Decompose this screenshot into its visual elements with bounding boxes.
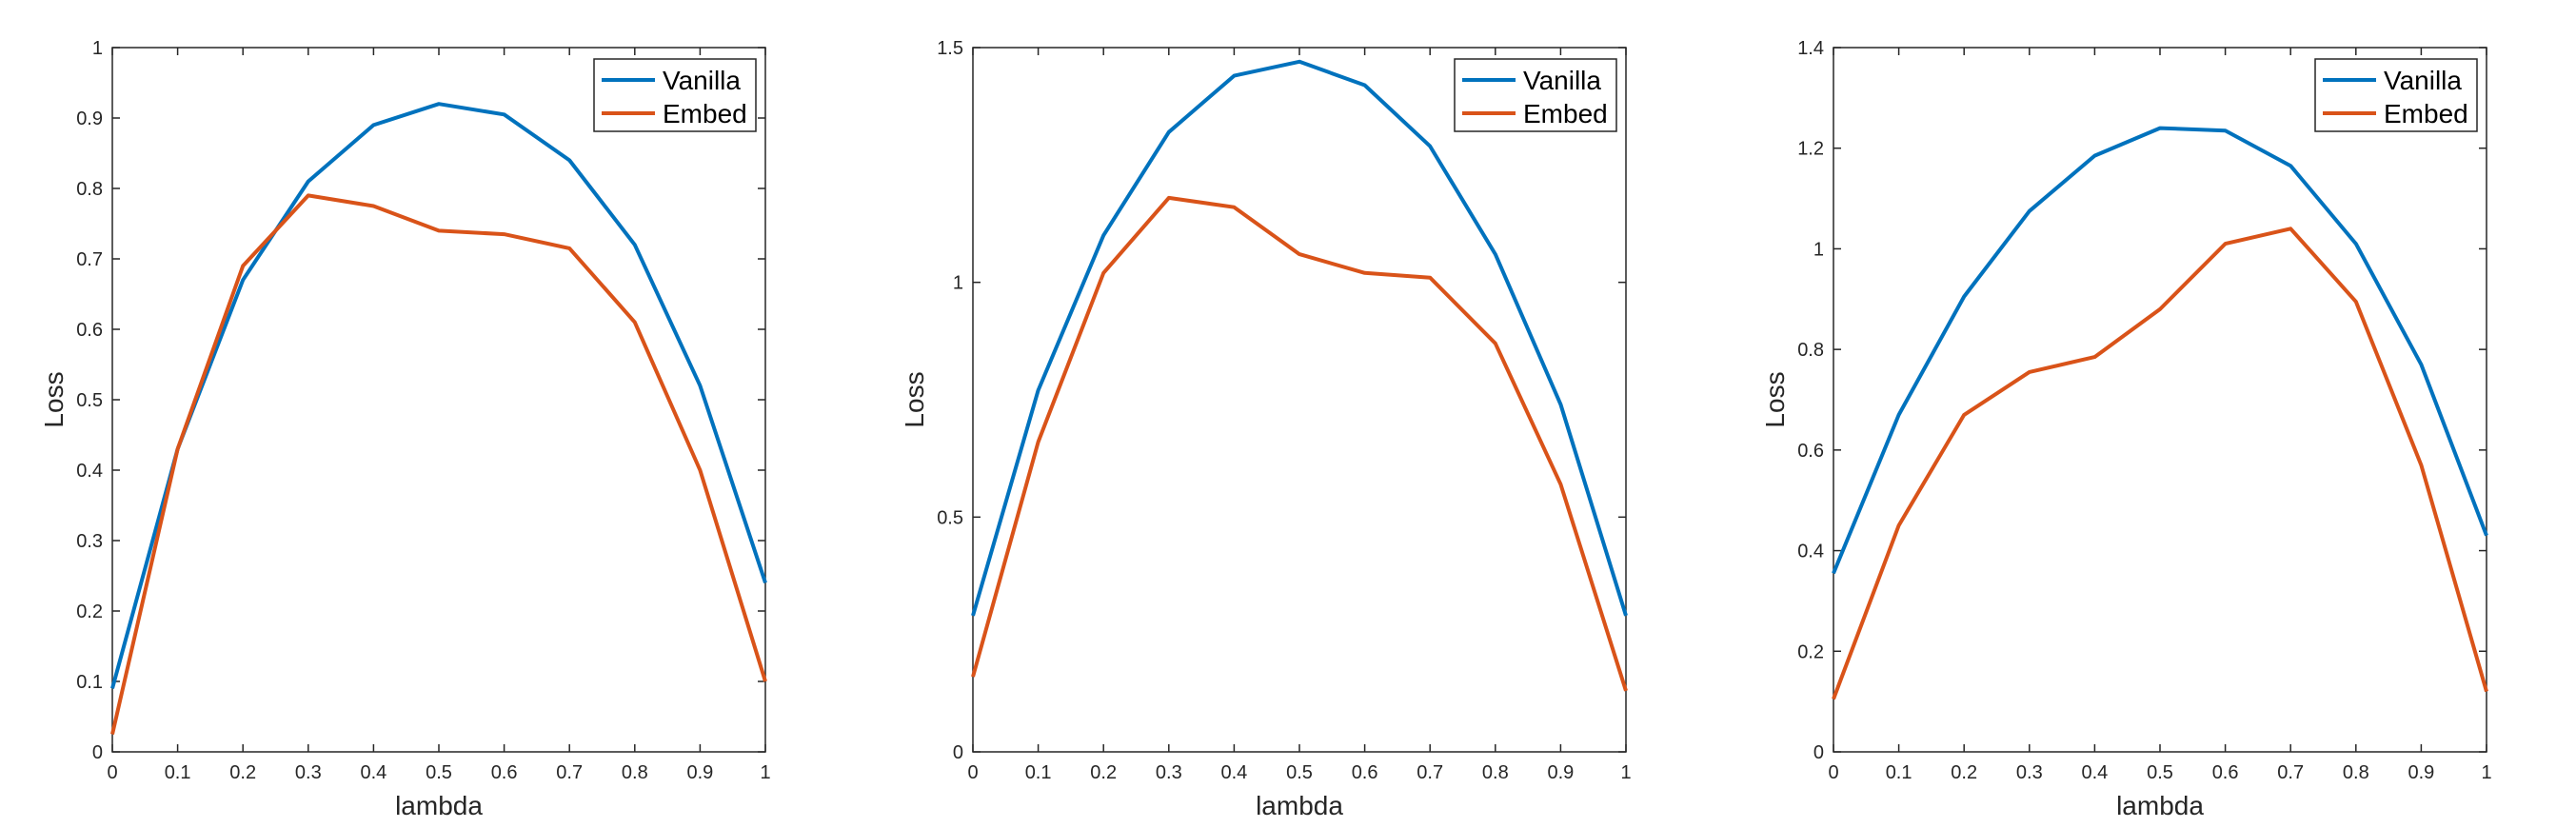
legend-label-vanilla: Vanilla <box>1523 66 1601 95</box>
y-tick-label: 0.4 <box>76 461 103 482</box>
legend-label-vanilla: Vanilla <box>2384 66 2462 95</box>
x-tick-label: 0.4 <box>2081 762 2108 783</box>
axes-box <box>111 47 766 753</box>
legend-label-embed: Embed <box>1523 99 1608 128</box>
y-axis-label: Loss <box>39 371 69 427</box>
x-tick-label: 0.7 <box>556 762 583 783</box>
x-tick-label: 0.3 <box>2016 762 2043 783</box>
legend-label-vanilla: Vanilla <box>663 66 741 95</box>
y-tick-label: 0.9 <box>76 108 103 129</box>
x-tick-label: 0.3 <box>295 762 322 783</box>
x-axis-label: lambda <box>395 791 483 820</box>
y-tick-label: 0.6 <box>1797 441 1824 462</box>
legend-box <box>593 58 757 132</box>
legend: Vanilla Embed <box>2314 58 2478 132</box>
x-tick-label: 0 <box>1828 762 1838 783</box>
x-tick-label: 1 <box>1620 762 1631 783</box>
x-tick-label: 0.6 <box>1352 762 1378 783</box>
x-tick-label: 0.1 <box>165 762 191 783</box>
x-tick-label: 0.6 <box>2212 762 2239 783</box>
axes-box <box>1833 47 2487 753</box>
y-tick-label: 1 <box>953 273 963 294</box>
x-tick-label: 0.5 <box>2147 762 2173 783</box>
y-tick-label: 0 <box>953 742 963 763</box>
legend-label-embed: Embed <box>663 99 747 128</box>
y-tick-label: 0.3 <box>76 531 103 552</box>
x-tick-label: 0.8 <box>622 762 648 783</box>
x-tick-label: 0.9 <box>1547 762 1574 783</box>
x-tick-label: 0.3 <box>1156 762 1182 783</box>
y-tick-label: 1.4 <box>1797 38 1824 59</box>
x-tick-label: 0.6 <box>491 762 518 783</box>
y-tick-label: 0.8 <box>76 179 103 200</box>
legend-box <box>2314 58 2478 132</box>
x-tick-label: 0.2 <box>1090 762 1117 783</box>
legend: Vanilla Embed <box>1454 58 1617 132</box>
y-axis-label: Loss <box>1760 371 1790 427</box>
y-tick-label: 0.5 <box>937 507 963 528</box>
y-tick-label: 0.5 <box>76 390 103 411</box>
x-tick-label: 0 <box>967 762 978 783</box>
y-tick-label: 1.2 <box>1797 139 1824 160</box>
x-tick-label: 0.8 <box>1482 762 1509 783</box>
series-line-embed <box>1832 227 2488 700</box>
axes-box <box>972 47 1627 753</box>
y-tick-label: 0.2 <box>76 601 103 622</box>
x-tick-label: 0.9 <box>686 762 713 783</box>
legend-box <box>1454 58 1617 132</box>
x-tick-label: 0.5 <box>1286 762 1313 783</box>
x-tick-label: 0.4 <box>360 762 386 783</box>
y-tick-label: 1 <box>92 38 103 59</box>
chart-panel-1: 0 0.1 0.2 0.3 0.4 0.5 0.6 0.7 0.8 0.9 1 0 0.1 0.2 0.3 0… <box>39 38 771 820</box>
x-tick-label: 0.1 <box>1025 762 1052 783</box>
legend-label-embed: Embed <box>2384 99 2468 128</box>
x-tick-label: 0.4 <box>1220 762 1247 783</box>
series-line-vanilla <box>1832 126 2488 575</box>
x-axis-label: lambda <box>2116 791 2204 820</box>
chart-panel-3: 0 0.1 0.2 0.3 0.4 0.5 0.6 0.7 0.8 0.9 1 0 0.2 0.4 0.6 0… <box>1760 38 2492 820</box>
x-tick-label: 1 <box>2481 762 2491 783</box>
x-tick-label: 0.9 <box>2408 762 2434 783</box>
y-tick-label: 0.1 <box>76 672 103 693</box>
x-axis-label: lambda <box>1256 791 1343 820</box>
y-tick-label: 0 <box>1813 742 1824 763</box>
series-line-embed <box>971 195 1628 692</box>
x-tick-label: 0.5 <box>426 762 452 783</box>
y-tick-label: 0.7 <box>76 249 103 270</box>
x-tick-label: 0.8 <box>2343 762 2369 783</box>
legend: Vanilla Embed <box>593 58 757 132</box>
y-tick-label: 1 <box>1813 239 1824 260</box>
x-tick-label: 0.2 <box>229 762 256 783</box>
x-tick-label: 0 <box>107 762 117 783</box>
x-tick-label: 0.1 <box>1886 762 1912 783</box>
y-tick-label: 0.4 <box>1797 542 1824 562</box>
x-tick-label: 0.7 <box>2277 762 2304 783</box>
x-tick-label: 0.7 <box>1417 762 1443 783</box>
y-tick-label: 0 <box>92 742 103 763</box>
x-tick-label: 0.2 <box>1951 762 1977 783</box>
y-tick-label: 0.8 <box>1797 340 1824 361</box>
x-tick-label: 1 <box>760 762 770 783</box>
chart-panel-2: 0 0.1 0.2 0.3 0.4 0.5 0.6 0.7 0.8 0.9 1 0 0.5 1 1.5 lam… <box>900 38 1632 820</box>
y-axis-label: Loss <box>900 371 929 427</box>
y-tick-label: 0.6 <box>76 320 103 341</box>
y-tick-label: 0.2 <box>1797 641 1824 662</box>
y-tick-label: 1.5 <box>937 38 963 59</box>
